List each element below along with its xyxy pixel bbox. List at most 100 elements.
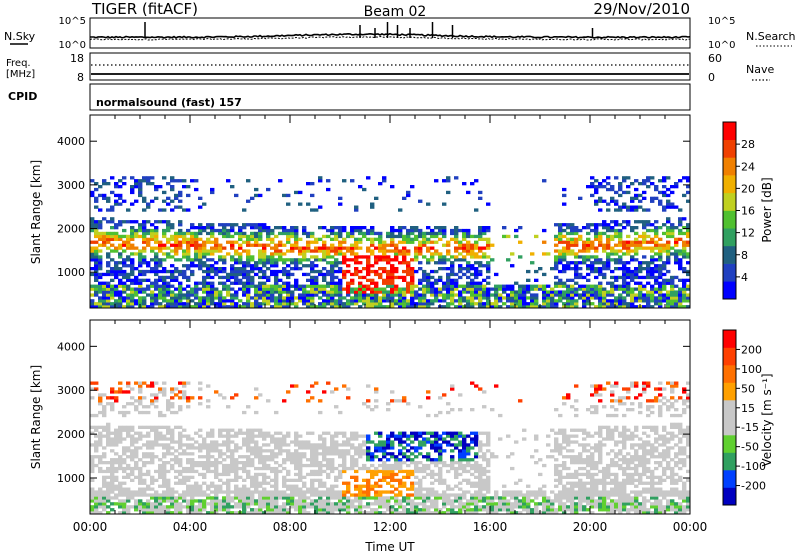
heatmap-cell [106,493,111,497]
heatmap-cell [258,226,263,230]
heatmap-cell [118,502,123,506]
heatmap-cell [98,396,103,400]
heatmap-cell [374,508,379,512]
heatmap-cell [258,449,263,453]
heatmap-cell [118,220,123,224]
heatmap-cell [170,440,175,444]
heatmap-cell [98,431,103,435]
heatmap-cell [446,502,451,506]
heatmap-cell [446,469,451,474]
heatmap-cell [90,220,95,224]
heatmap-cell [586,237,591,241]
heatmap-cell [278,505,283,509]
heatmap-cell [574,269,579,274]
heatmap-cell [598,290,603,294]
heatmap-cell [274,502,279,506]
heatmap-cell [214,269,219,274]
heatmap-cell [430,481,435,485]
heatmap-cell [230,267,235,271]
heatmap-cell [438,434,443,438]
heatmap-cell [670,234,675,239]
heatmap-cell [178,434,183,438]
heatmap-cell [306,302,311,306]
heatmap-cell [166,437,171,441]
heatmap-cell [626,272,631,277]
heatmap-cell [94,443,99,447]
heatmap-cell [154,393,159,397]
heatmap-cell [182,434,187,438]
heatmap-cell [162,508,167,512]
heatmap-cell [438,458,443,462]
heatmap-cell [670,202,675,206]
heatmap-cell [270,261,275,265]
heatmap-cell [274,505,279,509]
heatmap-cell [98,455,103,459]
heatmap-cell [678,287,683,291]
heatmap-cell [610,284,615,288]
heatmap-cell [342,496,347,500]
heatmap-cell [590,296,595,300]
heatmap-cell [254,193,259,198]
heatmap-cell [558,234,563,239]
heatmap-cell [586,293,591,297]
heatmap-cell [486,281,491,285]
heatmap-cell [434,440,439,444]
heatmap-cell [302,302,307,306]
heatmap-cell [454,496,459,500]
heatmap-cell [178,281,183,285]
heatmap-cell [118,390,123,394]
heatmap-cell [422,305,427,309]
heatmap-cell [174,205,179,209]
colorbar-swatch [723,192,736,211]
heatmap-cell [654,234,659,239]
heatmap-cell [634,196,639,200]
heatmap-cell [274,440,279,444]
heatmap-cell [330,299,335,303]
heatmap-cell [458,481,463,485]
heatmap-cell [190,458,195,462]
heatmap-cell [402,481,407,485]
heatmap-cell [178,284,183,288]
heatmap-cell [398,399,403,403]
heatmap-cell [190,269,195,274]
heatmap-cell [226,469,231,474]
heatmap-cell [330,267,335,271]
heatmap-cell [298,299,303,303]
heatmap-cell [190,508,195,512]
heatmap-cell [282,272,287,277]
heatmap-cell [182,384,187,388]
heatmap-cell [230,449,235,453]
heatmap-cell [686,284,691,288]
heatmap-cell [394,243,399,247]
heatmap-cell [330,469,335,474]
heatmap-cell [174,231,179,236]
heatmap-cell [614,302,619,306]
heatmap-cell [478,293,483,297]
heatmap-cell [110,408,115,412]
heatmap-cell [90,179,95,183]
heatmap-cell [514,228,519,233]
heatmap-cell [450,299,455,303]
heatmap-cell [354,493,359,497]
heatmap-cell [242,431,247,435]
heatmap-cell [146,284,151,288]
heatmap-cell [650,223,655,227]
heatmap-cell [250,281,255,285]
heatmap-cell [422,455,427,459]
heatmap-cell [354,487,359,491]
heatmap-cell [634,296,639,300]
heatmap-cell [678,237,683,241]
heatmap-cell [146,472,151,477]
heatmap-cell [190,466,195,471]
heatmap-cell [166,305,171,309]
heatmap-cell [606,290,611,294]
heatmap-cell [178,508,183,512]
heatmap-cell [306,458,311,462]
heatmap-cell [626,246,631,250]
heatmap-cell [94,275,99,280]
heatmap-cell [394,399,399,403]
heatmap-cell [642,196,647,200]
heatmap-cell [386,466,391,471]
heatmap-cell [606,243,611,247]
heatmap-cell [146,278,151,282]
